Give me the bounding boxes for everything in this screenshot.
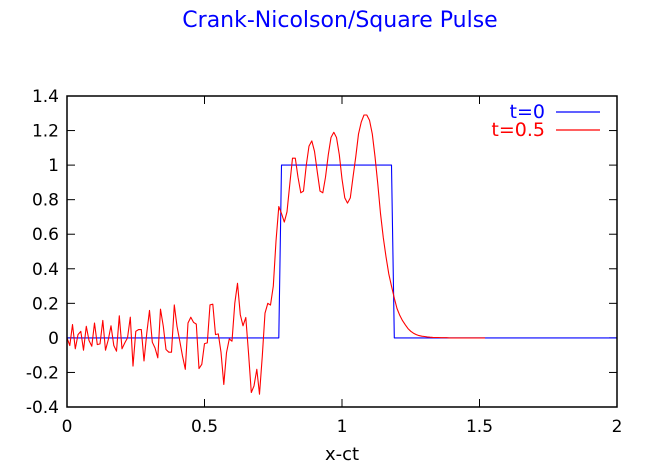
y-tick-label: 0.2	[32, 294, 59, 314]
y-tick-label: 0.6	[32, 225, 59, 245]
x-tick-label: 2	[612, 417, 623, 437]
plot-frame	[66, 95, 618, 408]
chart-title: Crank-Nicolson/Square Pulse	[182, 8, 497, 33]
y-tick-label: 1	[48, 156, 59, 176]
x-tick-label: 0	[62, 417, 73, 437]
x-tick-label: 0.5	[191, 417, 218, 437]
legend-label-t0: t=0	[510, 101, 545, 123]
y-tick-label: 0.8	[32, 191, 59, 211]
series-line-t05	[66, 114, 485, 395]
legend-label-t05: t=0.5	[491, 119, 545, 141]
y-tick-label: 1.4	[32, 87, 59, 107]
x-axis-label: x-ct	[325, 444, 359, 465]
series-line-t0	[67, 164, 617, 339]
y-tick-label: -0.2	[26, 363, 59, 383]
y-tick-label: 1.2	[32, 122, 59, 142]
y-tick-label: 0	[48, 329, 59, 349]
y-tick-label: 0.4	[32, 260, 59, 280]
x-tick-label: 1	[337, 417, 348, 437]
x-tick-label: 1.5	[466, 417, 493, 437]
legend: t=0 t=0.5	[491, 101, 600, 141]
y-tick-label: -0.4	[26, 398, 59, 418]
